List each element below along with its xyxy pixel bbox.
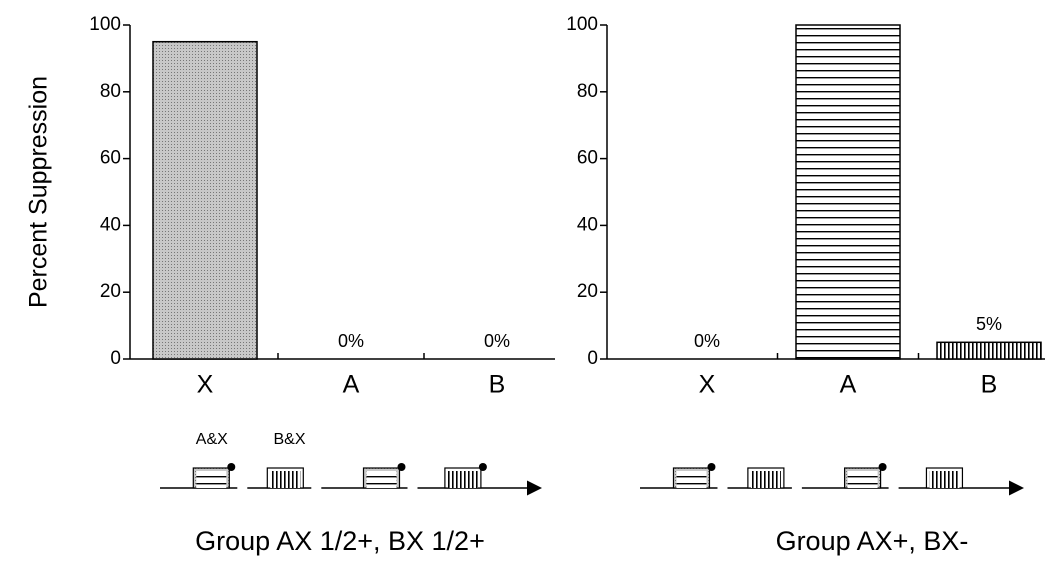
gap [407,486,418,490]
y-tick-label: 20 [577,281,598,302]
y-tick-label: 80 [577,81,598,102]
gap [888,486,899,490]
bar [795,24,901,360]
x-tick-label: B [489,371,506,399]
bar [152,40,258,360]
value-label: 0% [338,331,364,351]
trial-stripes [270,471,301,488]
trial-stripes [929,471,960,488]
trial-label: B&X [273,431,305,448]
trial-label: A&X [196,431,228,448]
gap [237,486,248,490]
trial-stripes [366,471,397,488]
trial-stripes [676,471,707,488]
value-label: 0% [484,331,510,351]
y-tick-label: 80 [100,81,121,102]
y-tick-label: 40 [577,214,598,235]
bar [936,341,1042,360]
x-tick-label: A [343,371,360,399]
y-tick-label: 100 [89,14,121,35]
us-dot [397,463,406,471]
trial-stripes [447,471,478,488]
y-tick-label: 0 [587,348,598,369]
us-dot [707,463,716,471]
us-dot [227,463,236,471]
trial-stripes [750,471,781,488]
x-tick-label: X [699,371,716,399]
x-tick-label: B [981,371,998,399]
y-tick-label: 100 [566,14,598,35]
group-title: Group AX+, BX- [776,526,969,556]
y-axis-label: Percent Suppression [25,76,53,308]
value-label: 0% [694,331,720,351]
y-tick-label: 0 [110,348,121,369]
trial-stripes [196,471,227,488]
us-dot [878,463,887,471]
x-tick-label: A [840,371,857,399]
y-tick-label: 60 [577,148,598,169]
y-tick-label: 20 [100,281,121,302]
group-title: Group AX 1/2+, BX 1/2+ [195,526,485,556]
x-tick-label: X [197,371,214,399]
gap [311,486,322,490]
gap [717,486,728,490]
us-dot [478,463,487,471]
gap [791,486,802,490]
trial-stripes [847,471,878,488]
y-tick-label: 60 [100,148,121,169]
y-tick-label: 40 [100,214,121,235]
value-label: 5% [976,314,1002,334]
